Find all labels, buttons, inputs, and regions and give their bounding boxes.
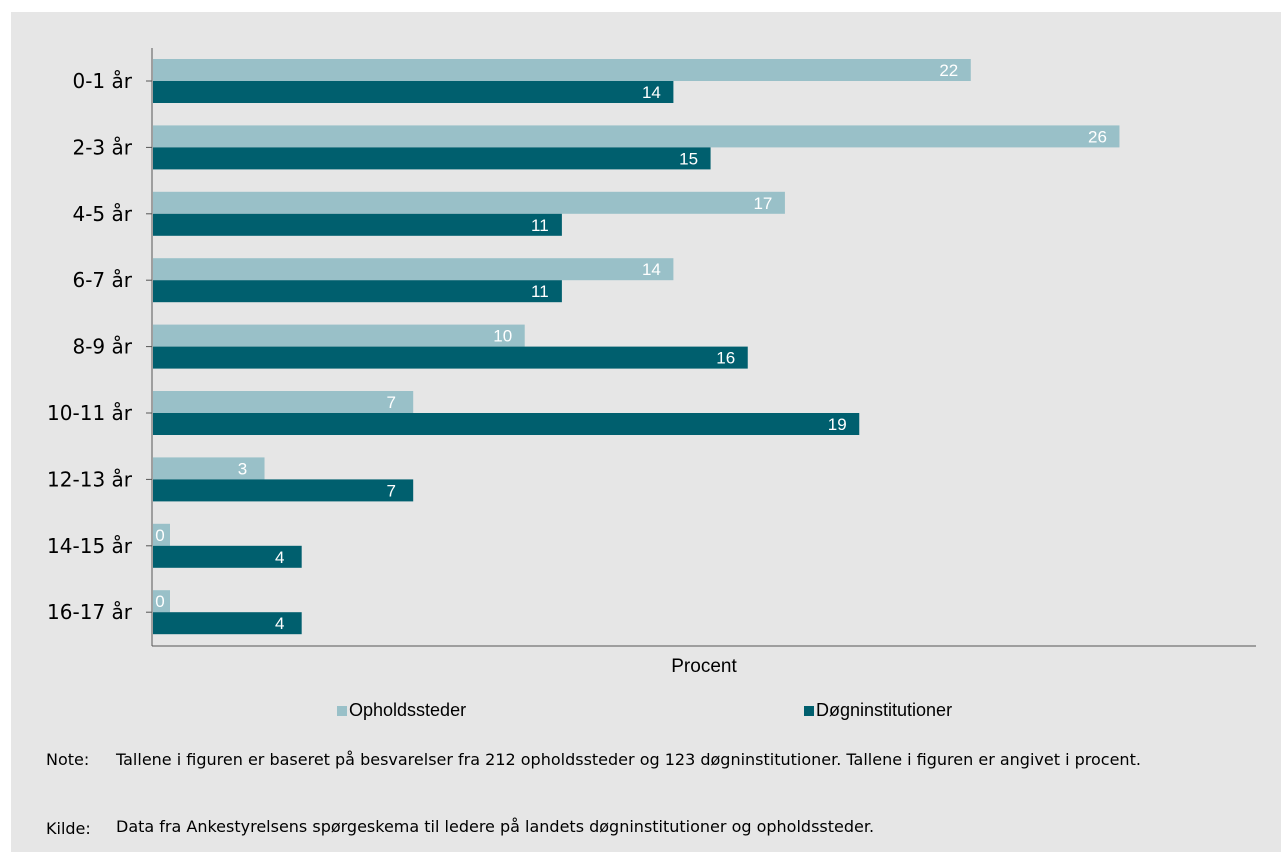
category-label: 12-13 år [47,467,133,491]
bar-opholdssteder [153,324,525,347]
legend-swatch [337,706,347,716]
category-label: 2-3 år [72,135,132,159]
data-label: 4 [275,614,284,633]
bar-doegninstitutioner [153,346,748,369]
source-label: Kilde: [46,819,91,838]
data-label: 14 [642,83,661,102]
legend-label: Døgninstitutioner [816,700,952,720]
bar-opholdssteder [153,391,414,413]
data-label: 7 [386,481,395,500]
x-axis-title: Procent [671,656,737,677]
category-label: 16-17 år [47,600,133,624]
bar-opholdssteder [153,523,170,546]
bar-doegninstitutioner [153,479,414,502]
bar-opholdssteder [153,191,785,214]
data-label: 17 [753,194,772,213]
chart-frame: 0-1 år 22 14 2-3 år 26 15 4-5 år 17 11 6-7 år 14 11… [11,12,1281,852]
data-label: 7 [386,393,395,412]
bar-doegninstitutioner [153,213,562,236]
bar-chart: 0-1 år 22 14 2-3 år 26 15 4-5 år 17 11 6-7 år 14 11… [47,48,1256,720]
data-label: 15 [679,149,698,168]
legend-swatch [804,706,814,716]
data-label: 0 [155,592,164,611]
source-text: Data fra Ankestyrelsens spørgeskema til … [116,817,875,836]
bar-doegninstitutioner [153,545,302,568]
data-label: 19 [828,415,847,434]
data-label: 11 [531,282,549,301]
bar-opholdssteder [153,258,674,281]
legend-label: Opholdssteder [349,700,466,720]
bar-doegninstitutioner [153,413,860,435]
bar-doegninstitutioner [153,81,674,103]
bar-doegninstitutioner [153,612,302,635]
category-label: 10-11 år [47,401,133,425]
note-label: Note: [46,750,90,769]
category-label: 14-15 år [47,534,133,558]
data-label: 0 [155,526,164,545]
bar-doegninstitutioner [153,147,711,170]
bar-opholdssteder [153,590,170,613]
data-label: 10 [493,327,512,346]
category-label: 8-9 år [72,335,132,359]
bar-opholdssteder [153,457,265,480]
bar-doegninstitutioner [153,280,562,303]
data-label: 22 [939,61,958,80]
data-label: 26 [1088,127,1107,146]
category-label: 0-1 år [72,69,132,93]
bar-opholdssteder [153,59,971,81]
bar-opholdssteder [153,125,1120,148]
category-label: 6-7 år [72,268,132,292]
data-label: 11 [531,216,549,235]
data-label: 16 [716,349,735,368]
data-label: 14 [642,260,661,279]
category-label: 4-5 år [72,202,132,226]
note-text: Tallene i figuren er baseret på besvarel… [116,750,1141,769]
data-label: 3 [238,459,247,478]
data-label: 4 [275,548,284,567]
